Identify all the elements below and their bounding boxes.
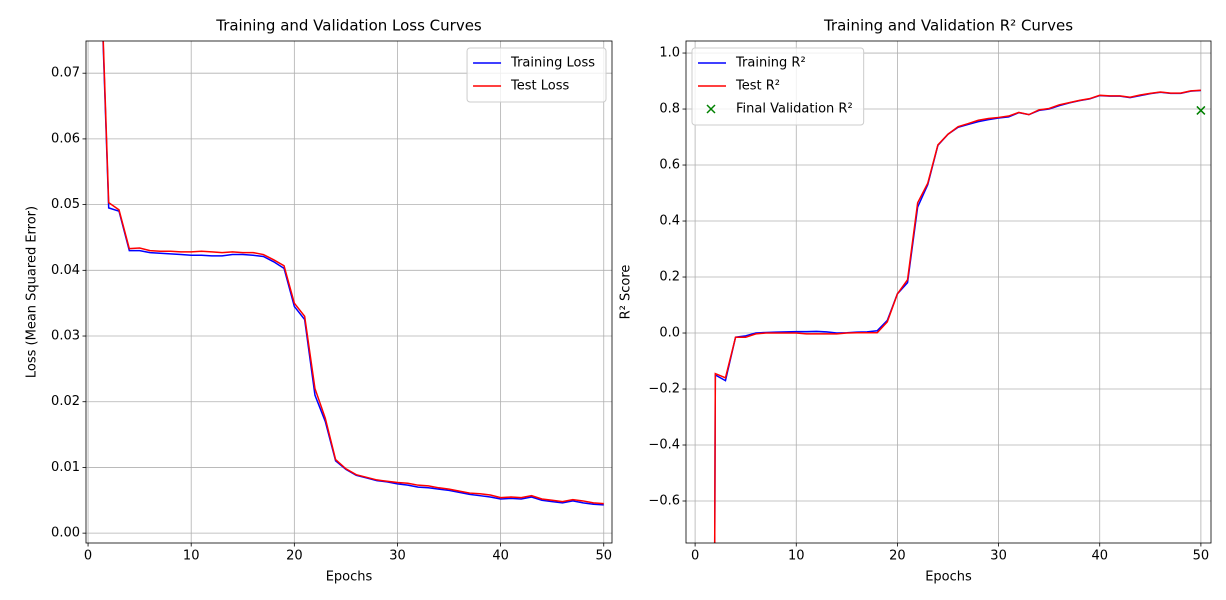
legend-label: Test R² [735,79,780,94]
chart-title: Training and Validation R² Curves [823,17,1073,35]
x-tick-label: 0 [691,549,699,564]
x-tick-label: 40 [492,549,509,564]
y-tick-label: 0.2 [659,270,680,285]
axes-frame [685,40,1212,544]
y-tick-label: 0.6 [659,158,680,173]
y-tick-label: 0.05 [51,197,80,212]
line-series [102,41,604,505]
x-tick-label: 30 [389,549,406,564]
y-tick-label: 0.06 [51,131,80,146]
y-tick-label: 0.8 [659,102,680,117]
legend-box [691,47,865,126]
legend-label: Training R² [735,56,806,71]
axes-frame [85,40,613,544]
line-series [713,89,1201,543]
y-tick-label: 0.0 [659,326,680,341]
y-tick-label: 0.07 [51,66,80,81]
y-tick-label: 0.4 [659,214,680,229]
x-tick-label: 30 [990,549,1007,564]
y-tick-label: 0.00 [51,526,80,541]
x-tick-label: 20 [286,549,303,564]
chart-title: Training and Validation Loss Curves [215,17,482,35]
legend-label: Final Validation R² [736,102,853,117]
y-tick-label: −0.6 [648,494,680,509]
legend-box [466,47,607,103]
x-tick-label: 20 [889,549,906,564]
y-tick-label: 0.01 [51,460,80,475]
x-axis-label: Epochs [925,570,972,585]
x-tick-label: 50 [1193,549,1210,564]
x-tick-label: 0 [84,549,92,564]
y-tick-label: 0.04 [51,263,80,278]
plot-area [102,41,604,506]
line-series [713,89,1201,543]
plot-area [713,89,1201,543]
legend-label: Test Loss [510,79,569,94]
y-tick-label: 1.0 [659,46,680,61]
x-tick-label: 50 [595,549,612,564]
x-axis-label: Epochs [326,570,373,585]
y-tick-label: 0.02 [51,394,80,409]
y-tick-label: −0.2 [648,382,680,397]
legend-marker [706,104,716,114]
x-tick-label: 40 [1091,549,1108,564]
y-tick-label: 0.03 [51,329,80,344]
y-tick-label: −0.4 [648,438,680,453]
legend: Training R² Test R² Final Validation R² [691,47,865,126]
x-tick-label: 10 [183,549,200,564]
y-axis-label: Loss (Mean Squared Error) [25,206,40,378]
x-tick-label: 10 [788,549,805,564]
y-axis-label: R² Score [619,265,634,320]
legend-label: Training Loss [510,56,595,71]
marker [1196,105,1206,115]
legend: Training Loss Test Loss [466,47,607,103]
